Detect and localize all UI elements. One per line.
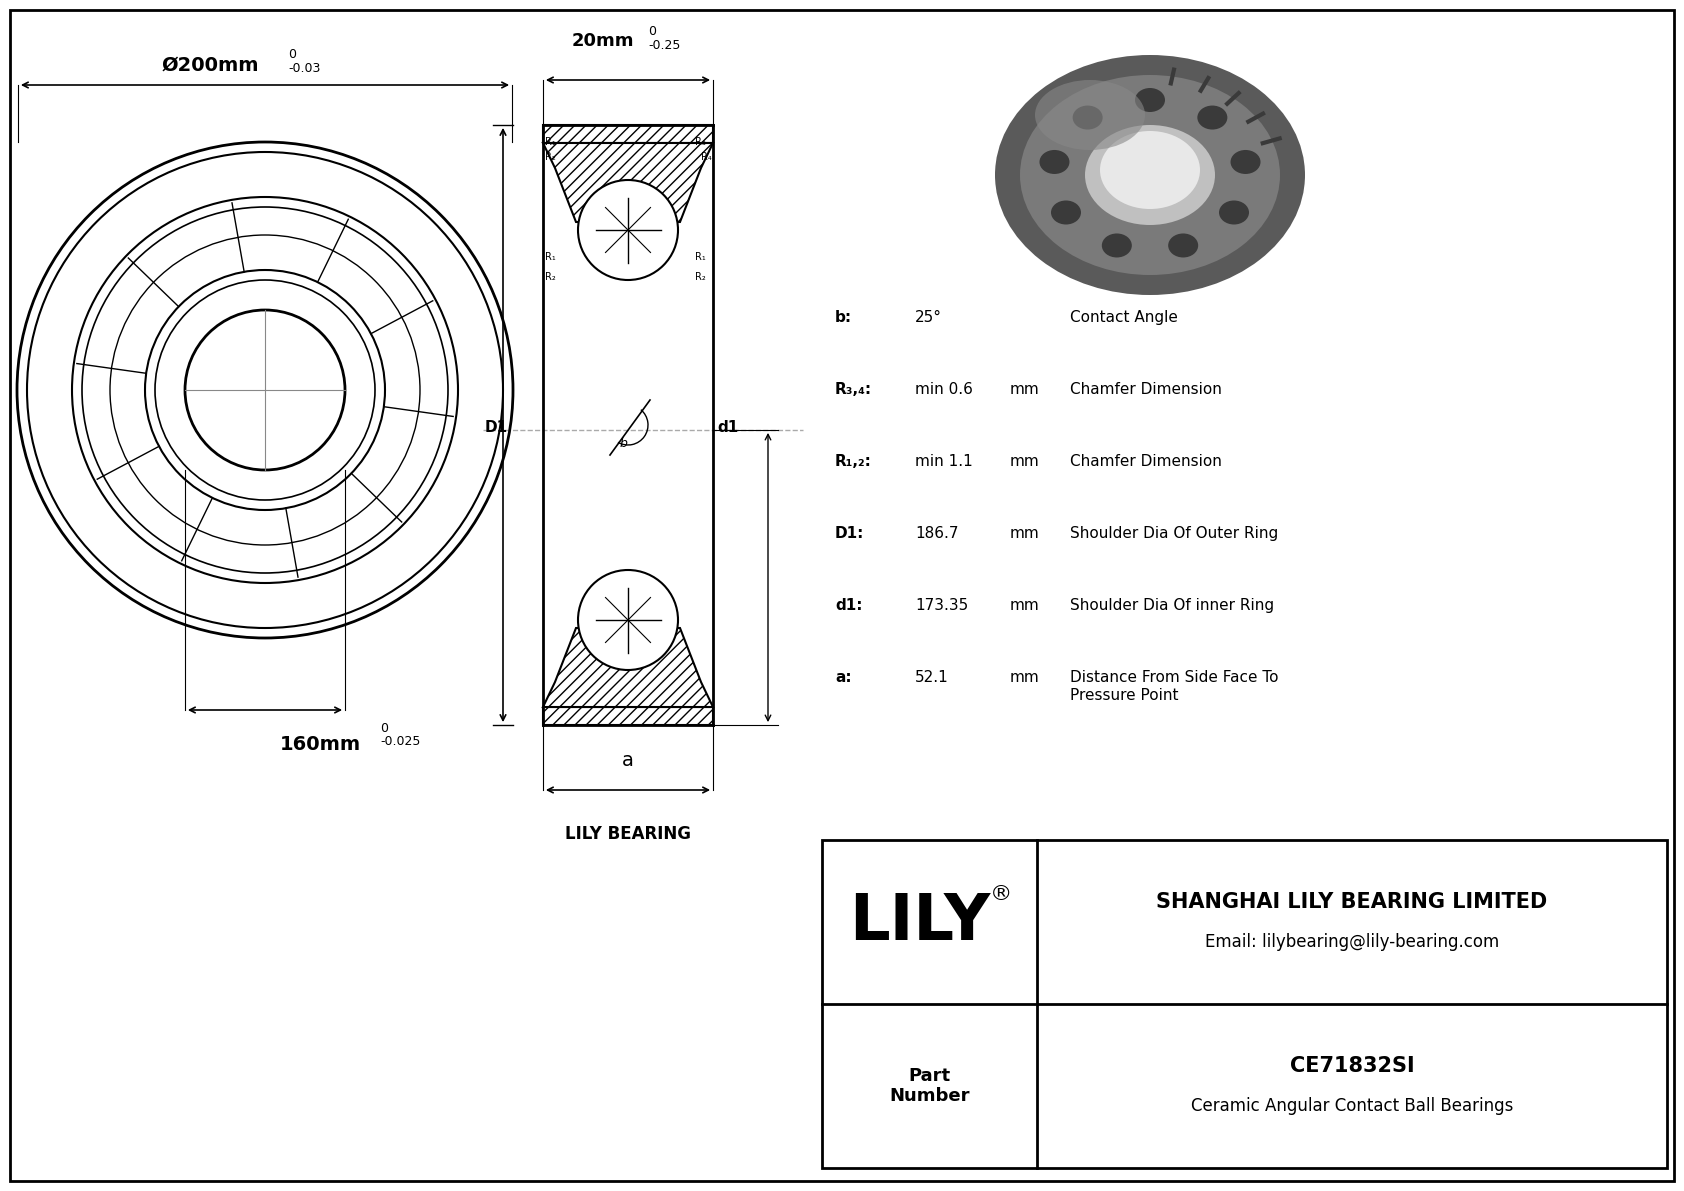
- Text: 0: 0: [288, 48, 296, 61]
- Ellipse shape: [1101, 233, 1132, 257]
- Text: Contact Angle: Contact Angle: [1069, 310, 1177, 325]
- Text: mm: mm: [1010, 671, 1039, 685]
- Ellipse shape: [995, 55, 1305, 295]
- Text: 160mm: 160mm: [280, 735, 360, 754]
- Text: -0.25: -0.25: [648, 39, 680, 52]
- Text: LILY: LILY: [849, 891, 990, 953]
- Text: R₁,₂:: R₁,₂:: [835, 454, 872, 469]
- Circle shape: [578, 180, 679, 280]
- Text: b:: b:: [835, 310, 852, 325]
- Text: 20mm: 20mm: [573, 32, 635, 50]
- Text: R₁: R₁: [695, 252, 706, 262]
- Text: 52.1: 52.1: [914, 671, 948, 685]
- Text: 25°: 25°: [914, 310, 941, 325]
- Ellipse shape: [1197, 106, 1228, 130]
- Text: D1:: D1:: [835, 526, 864, 541]
- Text: R₄: R₄: [701, 152, 712, 162]
- Text: Shoulder Dia Of inner Ring: Shoulder Dia Of inner Ring: [1069, 598, 1275, 613]
- Text: 0: 0: [381, 722, 387, 735]
- Text: R₁: R₁: [546, 137, 556, 146]
- Bar: [822, 840, 1667, 1168]
- Polygon shape: [542, 125, 712, 143]
- Text: Chamfer Dimension: Chamfer Dimension: [1069, 382, 1223, 397]
- Text: Ø200mm: Ø200mm: [162, 56, 259, 75]
- Text: Shoulder Dia Of Outer Ring: Shoulder Dia Of Outer Ring: [1069, 526, 1278, 541]
- Text: Part
Number: Part Number: [889, 1067, 970, 1105]
- Ellipse shape: [1084, 125, 1214, 225]
- Text: mm: mm: [1010, 382, 1039, 397]
- Polygon shape: [542, 628, 712, 707]
- Text: D1: D1: [485, 420, 509, 436]
- Ellipse shape: [1219, 200, 1250, 224]
- Ellipse shape: [1021, 75, 1280, 275]
- Text: R₁: R₁: [546, 252, 556, 262]
- Text: min 0.6: min 0.6: [914, 382, 973, 397]
- Text: Distance From Side Face To: Distance From Side Face To: [1069, 671, 1278, 685]
- Ellipse shape: [1100, 131, 1201, 208]
- Text: R₃,₄:: R₃,₄:: [835, 382, 872, 397]
- Ellipse shape: [1039, 150, 1069, 174]
- Text: Pressure Point: Pressure Point: [1069, 688, 1179, 703]
- Text: Chamfer Dimension: Chamfer Dimension: [1069, 454, 1223, 469]
- Ellipse shape: [1036, 80, 1145, 150]
- Text: d1: d1: [717, 420, 738, 436]
- Text: d1:: d1:: [835, 598, 862, 613]
- Circle shape: [578, 570, 679, 671]
- Text: LILY BEARING: LILY BEARING: [566, 825, 690, 843]
- Text: b: b: [620, 437, 626, 450]
- Text: a:: a:: [835, 671, 852, 685]
- Text: R₂: R₂: [546, 152, 556, 162]
- Polygon shape: [542, 143, 712, 222]
- Text: a: a: [621, 752, 633, 771]
- Text: ®: ®: [990, 884, 1012, 904]
- Text: CE71832SI: CE71832SI: [1290, 1056, 1415, 1075]
- Ellipse shape: [1051, 200, 1081, 224]
- Text: 0: 0: [648, 25, 657, 38]
- Ellipse shape: [1169, 233, 1199, 257]
- Text: R₂: R₂: [695, 272, 706, 282]
- Text: R₃: R₃: [695, 137, 706, 146]
- Ellipse shape: [1135, 88, 1165, 112]
- Text: -0.03: -0.03: [288, 62, 320, 75]
- Text: R₂: R₂: [546, 272, 556, 282]
- Text: 173.35: 173.35: [914, 598, 968, 613]
- Ellipse shape: [1073, 106, 1103, 130]
- Text: -0.025: -0.025: [381, 735, 421, 748]
- Polygon shape: [542, 707, 712, 725]
- Text: 186.7: 186.7: [914, 526, 958, 541]
- Text: mm: mm: [1010, 454, 1039, 469]
- Ellipse shape: [1231, 150, 1261, 174]
- Text: Ceramic Angular Contact Ball Bearings: Ceramic Angular Contact Ball Bearings: [1191, 1097, 1514, 1115]
- Text: mm: mm: [1010, 598, 1039, 613]
- Text: Email: lilybearing@lily-bearing.com: Email: lilybearing@lily-bearing.com: [1204, 933, 1499, 950]
- Text: mm: mm: [1010, 526, 1039, 541]
- Text: min 1.1: min 1.1: [914, 454, 973, 469]
- Text: SHANGHAI LILY BEARING LIMITED: SHANGHAI LILY BEARING LIMITED: [1157, 892, 1548, 912]
